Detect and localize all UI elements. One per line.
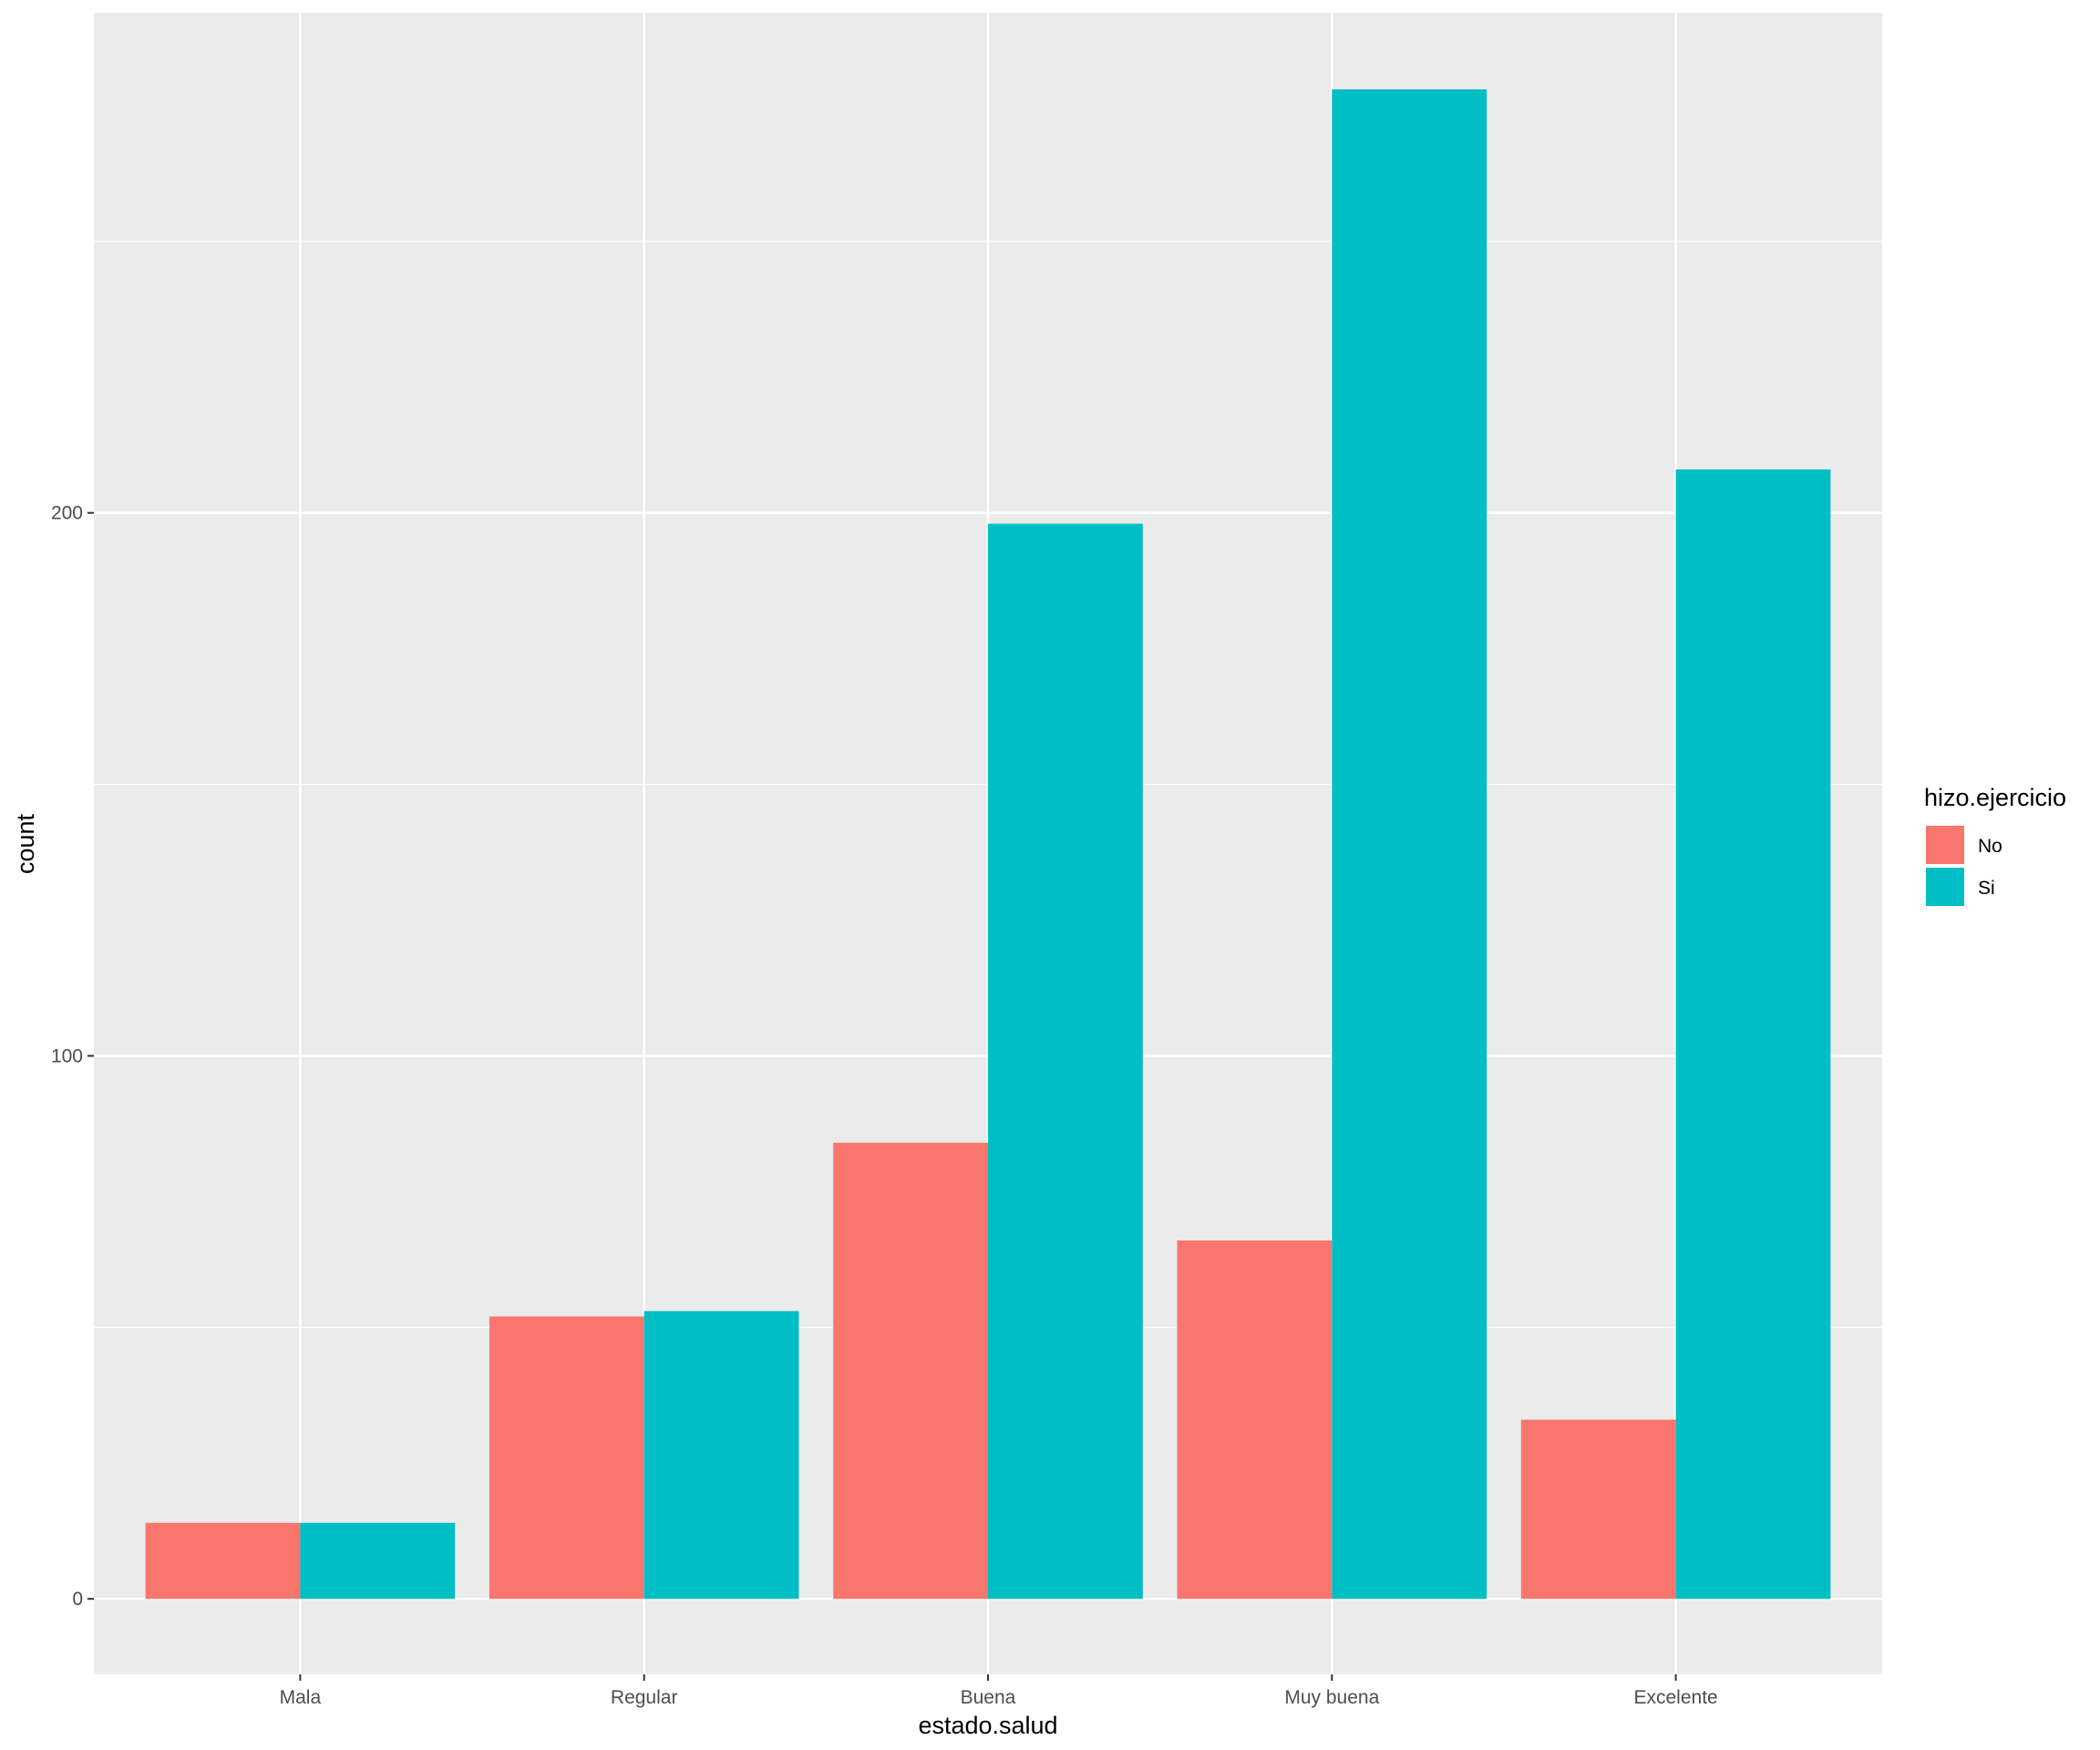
x-tick-label: Muy buena xyxy=(1284,1687,1379,1708)
bars xyxy=(145,89,1831,1600)
x-tick-label: Mala xyxy=(280,1687,322,1708)
bar-no-excelente xyxy=(1520,1419,1676,1600)
legend-title: hizo.ejercicio xyxy=(1924,784,2066,811)
bar-si-excelente xyxy=(1675,469,1831,1600)
y-tick-label: 0 xyxy=(72,1589,83,1610)
x-axis-title: estado.salud xyxy=(918,1712,1057,1739)
legend-key-si xyxy=(1926,868,1964,906)
bar-si-mala xyxy=(300,1522,456,1600)
y-tick-label: 200 xyxy=(51,503,83,524)
bar-si-muy-buena xyxy=(1332,89,1488,1600)
legend: hizo.ejercicio No Si xyxy=(1924,784,2066,906)
legend-label-si: Si xyxy=(1978,878,1995,899)
y-axis: 0 100 200 xyxy=(51,503,94,1610)
bar-no-mala xyxy=(145,1522,301,1600)
y-tick-label: 100 xyxy=(51,1045,83,1066)
x-tick-label: Excelente xyxy=(1633,1687,1717,1708)
bar-no-buena xyxy=(833,1142,988,1600)
bar-no-regular xyxy=(489,1316,644,1600)
x-tick-label: Regular xyxy=(611,1687,678,1708)
x-axis: Mala Regular Buena Muy buena Excelente xyxy=(280,1674,1718,1708)
bar-si-regular xyxy=(643,1311,799,1600)
legend-key-no xyxy=(1926,826,1964,864)
legend-label-no: No xyxy=(1978,836,2002,857)
x-tick-label: Buena xyxy=(961,1687,1016,1708)
bar-si-buena xyxy=(988,523,1143,1600)
bar-no-muy-buena xyxy=(1177,1240,1333,1600)
y-axis-title: count xyxy=(12,813,39,874)
